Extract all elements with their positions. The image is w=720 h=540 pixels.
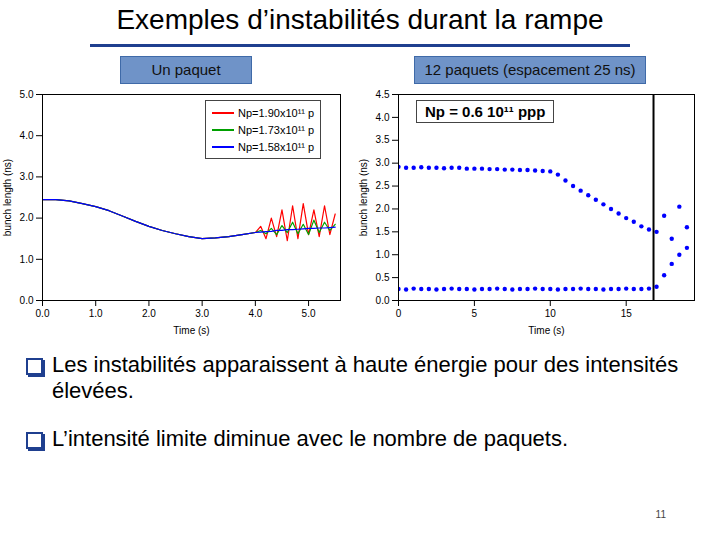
html-text:11: 11 [655,509,666,520]
html-text:Np=1.73x10¹¹ p: Np=1.73x10¹¹ p [238,123,315,136]
svg-text:4.0: 4.0 [376,112,390,123]
html-text:Un paquet: Un paquet [151,61,221,78]
svg-text:4.5: 4.5 [376,89,390,100]
svg-text:1.5: 1.5 [376,226,390,237]
svg-text:Time (s): Time (s) [528,325,564,336]
svg-text:0.0: 0.0 [36,308,50,319]
svg-text:3.5: 3.5 [376,134,390,145]
svg-text:5.0: 5.0 [302,308,316,319]
svg-text:0.5: 0.5 [376,272,390,283]
svg-text:0.0: 0.0 [20,295,34,306]
svg-text:Time (s): Time (s) [173,325,209,336]
svg-text:bunch length (ns): bunch length (ns) [358,159,369,236]
svg-text:0: 0 [396,308,402,319]
svg-text:2.0: 2.0 [376,203,390,214]
svg-text:10: 10 [545,308,557,319]
svg-text:bunch length (ns): bunch length (ns) [2,159,13,236]
html-text:Np=1.58x10¹¹ p: Np=1.58x10¹¹ p [238,140,315,153]
svg-text:1.0: 1.0 [20,254,34,265]
svg-text:1.0: 1.0 [376,249,390,260]
svg-text:3.0: 3.0 [195,308,209,319]
html-text:Np=1.90x10¹¹ p: Np=1.90x10¹¹ p [238,106,315,119]
svg-text:3.0: 3.0 [376,157,390,168]
svg-text:5.0: 5.0 [20,89,34,100]
svg-text:2.0: 2.0 [142,308,156,319]
html-text:Exemples d’instabilités durant: Exemples d’instabilités durant la rampe [116,4,604,35]
svg-text:2.5: 2.5 [376,180,390,191]
html-text:12 paquets (espacement 25 ns): 12 paquets (espacement 25 ns) [424,61,636,78]
svg-text:5: 5 [472,308,478,319]
html-text:Np = 0.6 10¹¹ ppp: Np = 0.6 10¹¹ ppp [425,103,546,120]
svg-text:3.0: 3.0 [20,171,34,182]
svg-text:4.0: 4.0 [248,308,262,319]
svg-text:0.0: 0.0 [376,295,390,306]
svg-text:1.0: 1.0 [89,308,103,319]
html-text:Les instabilités apparaissent: Les instabilités apparaissent à haute én… [52,352,679,403]
svg-text:2.0: 2.0 [20,212,34,223]
svg-text:15: 15 [621,308,633,319]
html-text:L’intensité limite diminue ave: L’intensité limite diminue avec le nombr… [52,426,569,451]
svg-text:4.0: 4.0 [20,130,34,141]
